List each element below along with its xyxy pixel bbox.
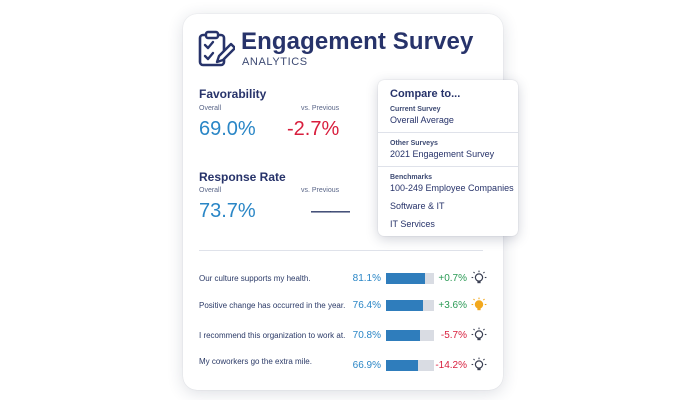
question-row[interactable]: I recommend this organization to work at… bbox=[183, 327, 503, 347]
page-title: Engagement Survey bbox=[241, 28, 474, 55]
favorability-previous-label: vs. Previous bbox=[301, 105, 340, 112]
response-rate-previous-label: vs. Previous bbox=[301, 187, 340, 194]
question-score: 81.1% bbox=[352, 273, 381, 284]
favorability-previous-value: -2.7% bbox=[287, 118, 340, 140]
question-row[interactable]: Our culture supports my health. 81.1% +0… bbox=[183, 270, 503, 290]
response-rate-overall-value: 73.7% bbox=[199, 200, 256, 222]
benchmarks-label: Benchmarks bbox=[390, 174, 433, 181]
score-bar-fill bbox=[386, 360, 419, 371]
score-bar-fill bbox=[386, 330, 420, 341]
question-text: I recommend this organization to work at… bbox=[199, 331, 346, 340]
compare-option-benchmark[interactable]: Software & IT bbox=[390, 201, 445, 211]
response-rate-previous-value: —— bbox=[311, 200, 350, 222]
compare-option-benchmark[interactable]: 100-249 Employee Companies bbox=[390, 183, 514, 193]
question-score: 70.8% bbox=[352, 330, 381, 341]
favorability-overall-label: Overall bbox=[199, 105, 222, 112]
section-divider bbox=[199, 250, 483, 251]
dropdown-divider bbox=[378, 132, 518, 133]
question-delta: -14.2% bbox=[435, 360, 467, 371]
question-score: 76.4% bbox=[352, 300, 381, 311]
lightbulb-icon[interactable] bbox=[471, 270, 487, 286]
question-delta: -5.7% bbox=[440, 330, 467, 341]
score-bar-fill bbox=[386, 273, 425, 284]
score-bar-fill bbox=[386, 300, 423, 311]
question-delta: +0.7% bbox=[438, 273, 467, 284]
survey-clipboard-icon bbox=[198, 30, 235, 67]
compare-option-2021-survey[interactable]: 2021 Engagement Survey bbox=[390, 149, 495, 159]
score-bar bbox=[386, 273, 434, 284]
response-rate-overall-label: Overall bbox=[199, 187, 222, 194]
compare-title: Compare to... bbox=[390, 88, 461, 100]
score-bar bbox=[386, 360, 434, 371]
question-text: My coworkers go the extra mile. bbox=[199, 357, 312, 366]
score-bar bbox=[386, 330, 434, 341]
lightbulb-icon[interactable] bbox=[471, 357, 487, 373]
question-text: Our culture supports my health. bbox=[199, 274, 311, 283]
compare-dropdown: Compare to... Current Survey Overall Ave… bbox=[378, 80, 518, 236]
question-delta: +3.6% bbox=[438, 300, 467, 311]
score-bar bbox=[386, 300, 434, 311]
compare-option-overall-average[interactable]: Overall Average bbox=[390, 115, 454, 125]
question-text: Positive change has occurred in the year… bbox=[199, 301, 346, 310]
favorability-title: Favorability bbox=[199, 87, 267, 101]
question-score: 66.9% bbox=[352, 360, 381, 371]
favorability-overall-value: 69.0% bbox=[199, 118, 256, 140]
dropdown-divider bbox=[378, 166, 518, 167]
page-subtitle: ANALYTICS bbox=[242, 56, 308, 68]
other-surveys-label: Other Surveys bbox=[390, 140, 438, 147]
compare-option-benchmark[interactable]: IT Services bbox=[390, 219, 435, 229]
question-row[interactable]: My coworkers go the extra mile. 66.9% -1… bbox=[183, 357, 503, 377]
question-row[interactable]: Positive change has occurred in the year… bbox=[183, 297, 503, 317]
lightbulb-icon[interactable] bbox=[471, 327, 487, 343]
response-rate-title: Response Rate bbox=[199, 170, 286, 184]
current-survey-label: Current Survey bbox=[390, 106, 441, 113]
lightbulb-icon[interactable] bbox=[471, 297, 487, 313]
